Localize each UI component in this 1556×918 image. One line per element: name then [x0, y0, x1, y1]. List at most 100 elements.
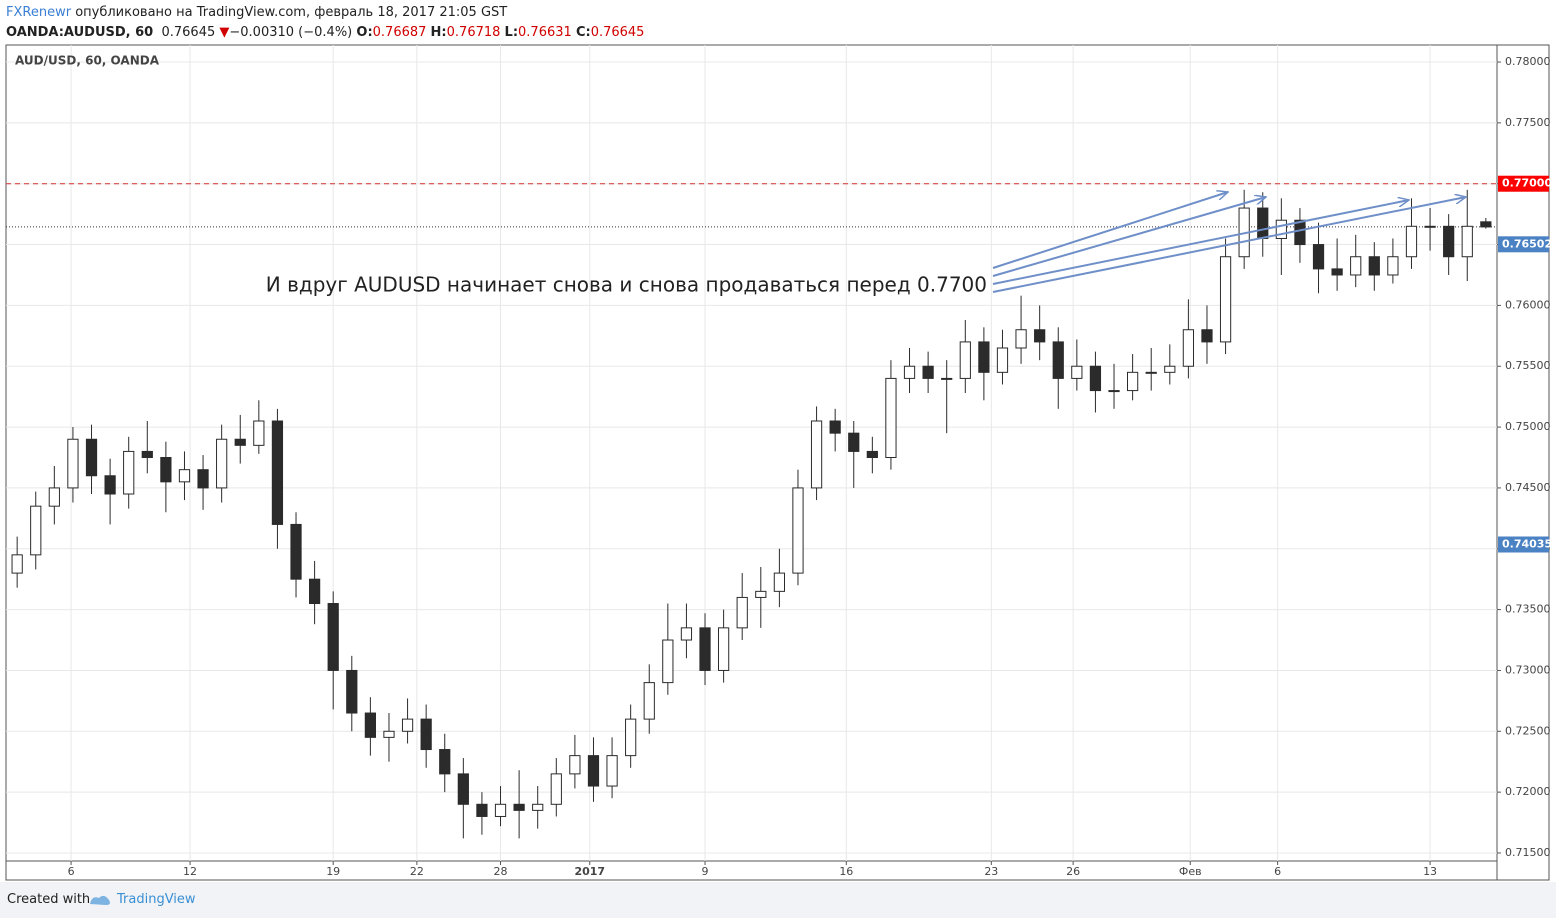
o: 0.76687 — [372, 25, 427, 40]
price-marker-label: 0.74035 — [1502, 538, 1552, 551]
candle-body — [104, 475, 116, 495]
candle-body — [290, 523, 302, 580]
y-tick-label: 0.73000 — [1505, 663, 1551, 676]
candle-body — [718, 627, 730, 671]
l-label: L: — [504, 25, 519, 40]
candle-body — [494, 803, 507, 817]
y-tick-label: 0.74500 — [1505, 481, 1551, 494]
candle-body — [866, 450, 878, 459]
candle-body — [216, 438, 228, 489]
candle-body — [885, 377, 897, 459]
candle-body — [234, 438, 246, 446]
price-marker — [1498, 175, 1549, 192]
last: 0.76645 — [161, 25, 216, 40]
candle-body — [625, 718, 637, 757]
direction: ▼ — [219, 25, 230, 40]
candle-body — [736, 596, 748, 629]
y-tick-label: 0.77500 — [1505, 116, 1551, 129]
candle-body — [755, 590, 767, 598]
candle-body — [141, 450, 153, 459]
candle-body — [1071, 365, 1083, 379]
candle-body — [569, 755, 581, 775]
publish-line: FXRenewr опубликовано на TradingView.com… — [6, 3, 644, 23]
candle-body — [643, 682, 655, 720]
candle-body — [1052, 341, 1064, 379]
candle-body — [1424, 225, 1436, 228]
x-tick-label: Фев — [1179, 865, 1202, 878]
x-tick-label: 12 — [183, 865, 197, 878]
candle-body — [1219, 256, 1232, 343]
candle-body — [346, 669, 358, 714]
created-with: Created with — [7, 892, 91, 907]
quote-line: OANDA:AUDUSD, 60 0.76645 ▼−0.00310 (−0.4… — [6, 23, 644, 43]
arrows — [992, 192, 1466, 293]
price-marker — [1498, 536, 1549, 553]
candle-body — [1312, 244, 1325, 270]
y-tick-label: 0.75000 — [1505, 420, 1551, 433]
candle-body — [1034, 329, 1046, 343]
candle-body — [308, 578, 321, 605]
y-tick-label: 0.78000 — [1505, 55, 1551, 68]
candle-body — [829, 420, 841, 434]
candle-body — [1350, 256, 1362, 276]
candle-body — [1127, 371, 1139, 392]
candle-body — [48, 487, 60, 507]
candle-body — [476, 803, 488, 817]
annotation: И вдруг AUDUSD начинает снова и снова пр… — [266, 273, 987, 297]
candle-body — [439, 749, 451, 775]
candle-body — [457, 773, 469, 805]
published: опубликовано на TradingView.com, февраль… — [75, 5, 508, 20]
candle-body — [1480, 221, 1492, 228]
price-marker — [1498, 236, 1549, 253]
candle-body — [11, 554, 23, 574]
y-tick-label: 0.75500 — [1505, 359, 1551, 372]
candle-body — [959, 341, 971, 379]
candle-body — [160, 457, 172, 483]
candle-body — [1164, 365, 1176, 373]
c: 0.76645 — [590, 25, 645, 40]
candle-body — [253, 420, 265, 446]
candle-body — [383, 730, 395, 738]
y-tick-label: 0.71500 — [1505, 846, 1551, 859]
candle-body — [1331, 268, 1343, 276]
candle-body — [978, 341, 990, 373]
x-tick-label: 22 — [410, 865, 424, 878]
candle-body — [1145, 371, 1157, 374]
chart-frame — [5, 44, 1550, 881]
candle-body — [550, 773, 562, 805]
candle-body — [1275, 219, 1287, 239]
candle-body — [197, 469, 209, 489]
candle-body — [420, 718, 432, 751]
x-tick-label: 6 — [1274, 865, 1281, 878]
candle-body — [1257, 207, 1269, 239]
x-tick-label: 6 — [68, 865, 75, 878]
candle-body — [1461, 225, 1473, 258]
brand[interactable]: TradingView — [117, 892, 196, 907]
candle-body — [606, 755, 618, 787]
candle-body — [1108, 390, 1120, 393]
candle-body — [67, 438, 79, 489]
candle-body — [327, 603, 339, 671]
x-tick-label: 23 — [984, 865, 998, 878]
author[interactable]: FXRenewr — [6, 5, 72, 20]
candle-body — [941, 377, 953, 380]
y-tick-label: 0.73500 — [1505, 603, 1551, 616]
candle-body — [178, 469, 191, 483]
chart-title: AUD/USD, 60, OANDA — [15, 54, 160, 68]
h-label: H: — [430, 25, 447, 40]
candle-body — [1089, 365, 1102, 392]
candle-body — [532, 803, 544, 811]
candle-body — [85, 438, 98, 477]
x-tick-label: 26 — [1066, 865, 1080, 878]
candle-body — [1443, 225, 1455, 258]
candle-body — [996, 347, 1009, 373]
candle-body — [1201, 329, 1213, 343]
x-tick-label: 16 — [839, 865, 853, 878]
x-tick-label: 19 — [326, 865, 340, 878]
candle-body — [1368, 256, 1380, 276]
candle-body — [364, 712, 376, 738]
candle-body — [30, 505, 42, 556]
y-tick-label: 0.76000 — [1505, 298, 1551, 311]
candle-body — [922, 365, 934, 379]
